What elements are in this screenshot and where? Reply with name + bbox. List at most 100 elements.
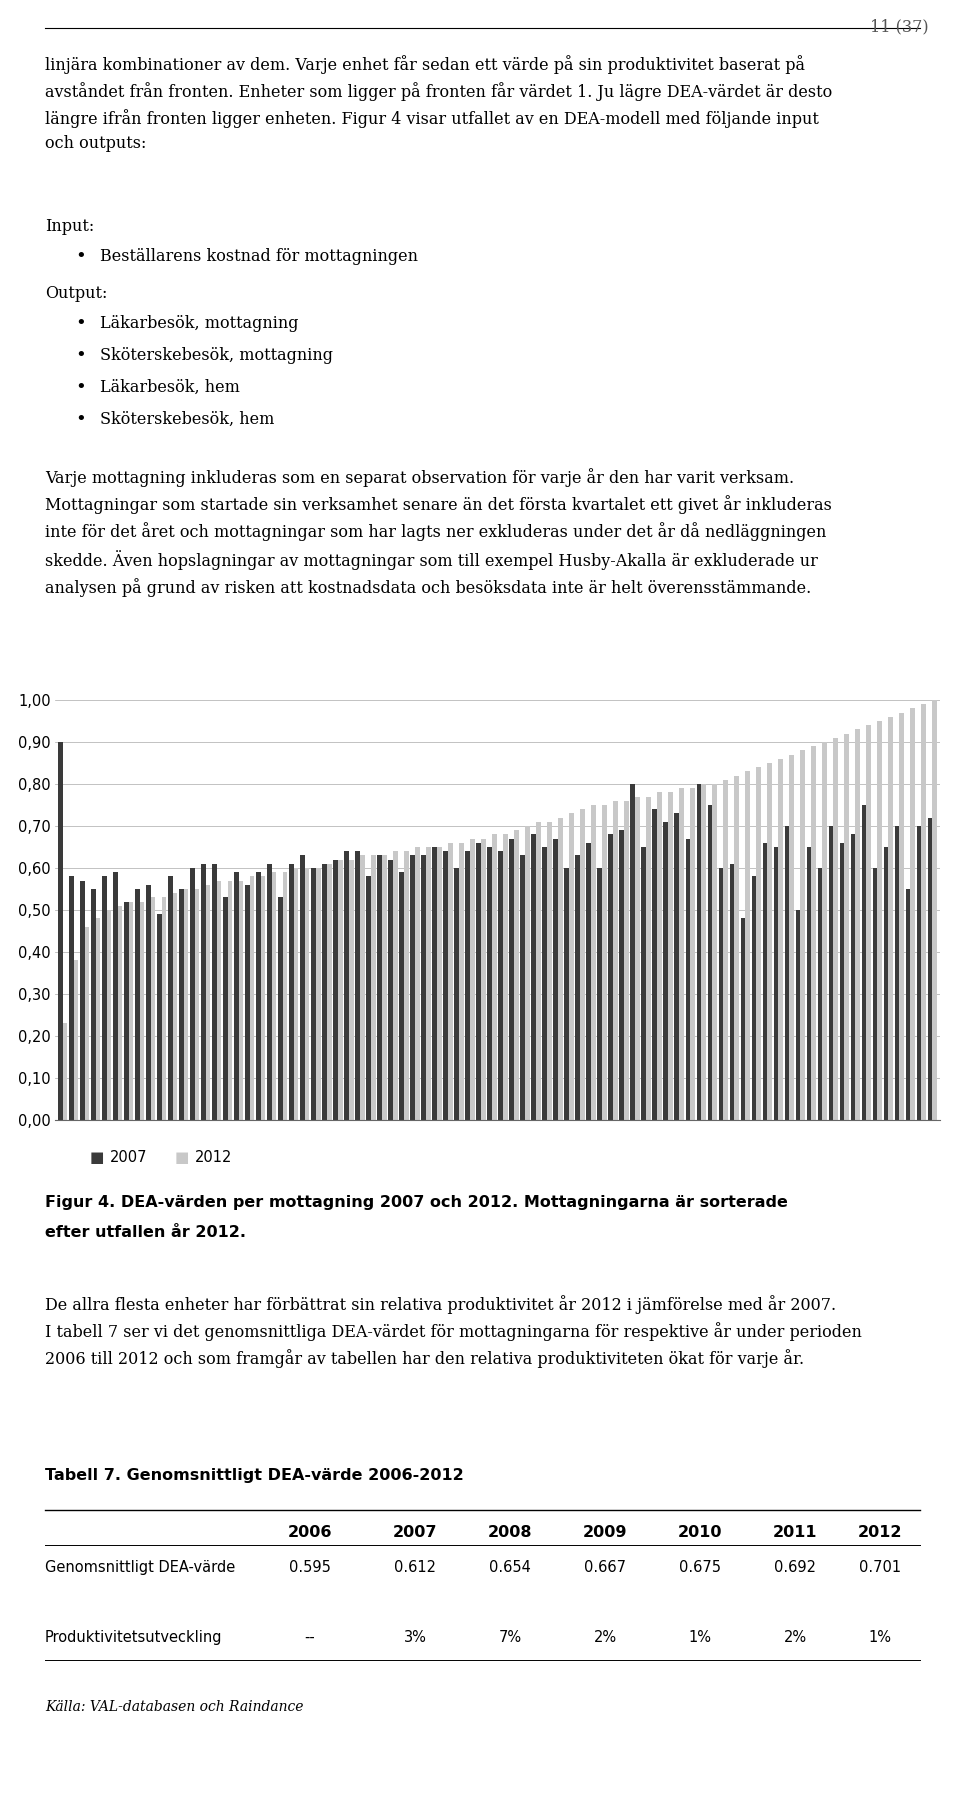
- Bar: [514, 829, 518, 1120]
- Text: •: •: [75, 316, 85, 334]
- Bar: [432, 847, 437, 1120]
- Bar: [444, 851, 448, 1120]
- Bar: [367, 876, 371, 1120]
- Bar: [217, 880, 222, 1120]
- Bar: [851, 835, 855, 1120]
- Bar: [657, 792, 661, 1120]
- Bar: [510, 838, 514, 1120]
- Bar: [294, 867, 299, 1120]
- Bar: [690, 788, 695, 1120]
- Bar: [844, 734, 849, 1120]
- Bar: [708, 804, 712, 1120]
- Bar: [454, 867, 459, 1120]
- Bar: [525, 826, 530, 1120]
- Text: 2%: 2%: [783, 1630, 806, 1644]
- Bar: [195, 889, 200, 1120]
- Bar: [62, 1024, 67, 1120]
- Bar: [646, 797, 651, 1120]
- Bar: [267, 864, 272, 1120]
- Bar: [784, 826, 789, 1120]
- Bar: [124, 902, 129, 1120]
- Text: 11 (37): 11 (37): [870, 18, 928, 34]
- Bar: [399, 873, 404, 1120]
- Text: 2006: 2006: [288, 1525, 332, 1540]
- Bar: [900, 712, 904, 1120]
- Bar: [96, 918, 101, 1120]
- Text: 2007: 2007: [110, 1150, 148, 1165]
- Bar: [261, 876, 266, 1120]
- Text: 0.595: 0.595: [289, 1560, 331, 1576]
- Text: 2012: 2012: [857, 1525, 902, 1540]
- Bar: [180, 889, 183, 1120]
- Text: •: •: [75, 379, 85, 397]
- Bar: [245, 885, 250, 1120]
- Bar: [718, 867, 723, 1120]
- Bar: [774, 847, 779, 1120]
- Bar: [327, 864, 331, 1120]
- Bar: [228, 880, 232, 1120]
- Bar: [932, 700, 937, 1120]
- Bar: [866, 725, 871, 1120]
- Text: •: •: [75, 411, 85, 429]
- Bar: [69, 876, 74, 1120]
- Bar: [697, 784, 701, 1120]
- Bar: [730, 864, 734, 1120]
- Bar: [569, 813, 574, 1120]
- Bar: [338, 860, 343, 1120]
- Bar: [609, 835, 613, 1120]
- Bar: [613, 801, 617, 1120]
- Bar: [917, 826, 922, 1120]
- Bar: [476, 842, 481, 1120]
- Bar: [202, 864, 205, 1120]
- Bar: [723, 781, 728, 1120]
- Text: Input:: Input:: [45, 218, 94, 234]
- Bar: [113, 873, 118, 1120]
- Bar: [355, 851, 360, 1120]
- Bar: [910, 709, 915, 1120]
- Text: Beställarens kostnad för mottagningen: Beställarens kostnad för mottagningen: [100, 249, 418, 265]
- Bar: [300, 855, 305, 1120]
- Bar: [833, 737, 838, 1120]
- Bar: [619, 829, 624, 1120]
- Bar: [151, 898, 156, 1120]
- Bar: [663, 822, 668, 1120]
- Bar: [371, 855, 375, 1120]
- Bar: [503, 835, 508, 1120]
- Text: 2011: 2011: [773, 1525, 817, 1540]
- Text: 2008: 2008: [488, 1525, 532, 1540]
- Bar: [146, 885, 151, 1120]
- Bar: [762, 842, 767, 1120]
- Bar: [806, 847, 811, 1120]
- Bar: [653, 810, 657, 1120]
- Bar: [492, 835, 496, 1120]
- Bar: [377, 855, 382, 1120]
- Text: 1%: 1%: [869, 1630, 892, 1644]
- Text: 0.692: 0.692: [774, 1560, 816, 1576]
- Bar: [74, 961, 79, 1120]
- Bar: [547, 822, 552, 1120]
- Bar: [256, 873, 261, 1120]
- Bar: [840, 842, 844, 1120]
- Bar: [382, 855, 387, 1120]
- Bar: [905, 889, 910, 1120]
- Bar: [883, 847, 888, 1120]
- Bar: [393, 851, 397, 1120]
- Bar: [289, 864, 294, 1120]
- Bar: [190, 867, 195, 1120]
- Bar: [250, 876, 254, 1120]
- Text: 7%: 7%: [498, 1630, 521, 1644]
- Bar: [734, 775, 739, 1120]
- Bar: [631, 784, 636, 1120]
- Bar: [822, 743, 827, 1120]
- Text: 2007: 2007: [393, 1525, 437, 1540]
- Bar: [587, 842, 591, 1120]
- Text: 2012: 2012: [195, 1150, 232, 1165]
- Text: 0.612: 0.612: [394, 1560, 436, 1576]
- Bar: [591, 804, 596, 1120]
- Text: Varje mottagning inkluderas som en separat observation för varje år den har vari: Varje mottagning inkluderas som en separ…: [45, 469, 832, 597]
- Bar: [558, 817, 563, 1120]
- Bar: [205, 885, 210, 1120]
- Text: Sköterskebesök, mottagning: Sköterskebesök, mottagning: [100, 346, 333, 364]
- Bar: [157, 914, 162, 1120]
- Bar: [118, 905, 122, 1120]
